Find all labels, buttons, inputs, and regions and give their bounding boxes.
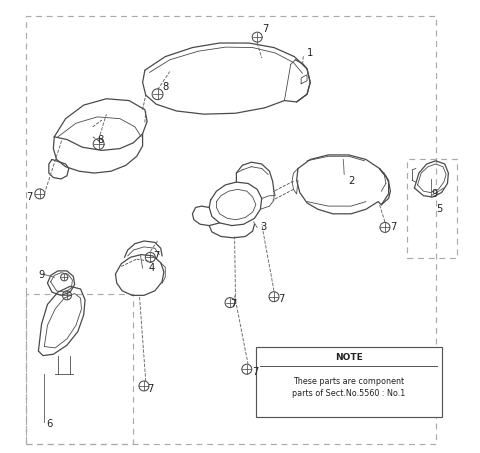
Text: 7: 7 [147, 384, 154, 394]
Text: 7: 7 [230, 299, 237, 309]
Bar [407, 159, 456, 258]
Text: 1: 1 [307, 48, 313, 58]
Text: 7: 7 [262, 24, 268, 34]
Text: NOTE: NOTE [335, 353, 362, 362]
Text: 7: 7 [278, 294, 285, 304]
Text: 4: 4 [148, 263, 155, 273]
Text: 5: 5 [436, 204, 442, 214]
Bar [256, 347, 442, 417]
Text: 6: 6 [46, 419, 52, 429]
Text: 7: 7 [26, 192, 33, 202]
Text: 7: 7 [153, 251, 159, 261]
Text: 2: 2 [348, 176, 354, 186]
Text: 9: 9 [431, 189, 438, 199]
Text: 7: 7 [390, 222, 397, 232]
Text: 7: 7 [252, 367, 259, 377]
Text: 3: 3 [260, 222, 266, 232]
Text: These parts are component
parts of Sect.No.5560 : No.1: These parts are component parts of Sect.… [292, 376, 405, 398]
Text: 8: 8 [162, 82, 168, 92]
Text: 9: 9 [38, 270, 45, 280]
Text: 8: 8 [97, 135, 104, 145]
Bar [26, 294, 132, 444]
